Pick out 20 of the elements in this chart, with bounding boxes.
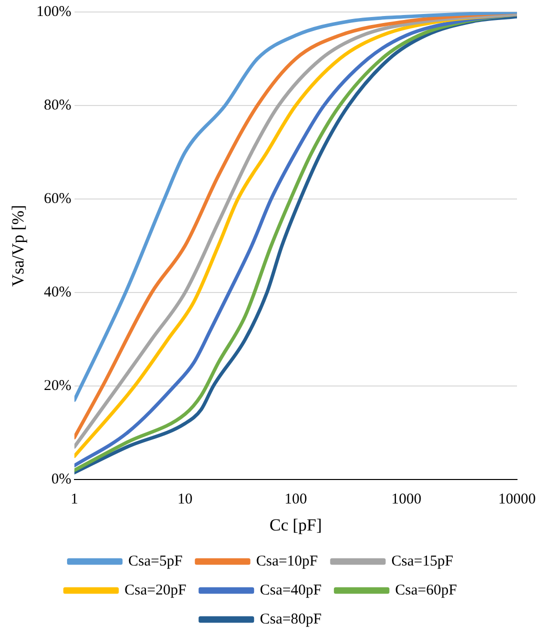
x-axis-title: Cc [pF] (269, 515, 322, 534)
legend-label: Csa=40pF (260, 582, 322, 598)
y-tick-label: 100% (36, 4, 72, 20)
legend-label: Csa=5pF (128, 553, 183, 570)
legend-label: Csa=15pF (391, 553, 454, 570)
x-tick-label: 1000 (391, 492, 422, 508)
y-tick-label: 60% (44, 190, 72, 207)
y-tick-label: 0% (51, 472, 72, 488)
y-tick-label: 80% (44, 97, 72, 114)
y-axis-title: Vsa/Vp [%] (8, 204, 28, 287)
x-tick-label: 1 (70, 492, 78, 508)
x-tick-label: 10 (178, 492, 193, 508)
x-tick-label: 10000 (498, 492, 536, 508)
y-tick-label: 40% (44, 284, 72, 300)
y-tick-label: 20% (44, 378, 72, 394)
x-tick-label: 100 (284, 492, 307, 508)
legend-label: Csa=10pF (256, 553, 318, 570)
legend-label: Csa=60pF (395, 582, 457, 598)
legend-label: Csa=20pF (124, 582, 186, 598)
legend-label: Csa=80pF (260, 611, 322, 628)
